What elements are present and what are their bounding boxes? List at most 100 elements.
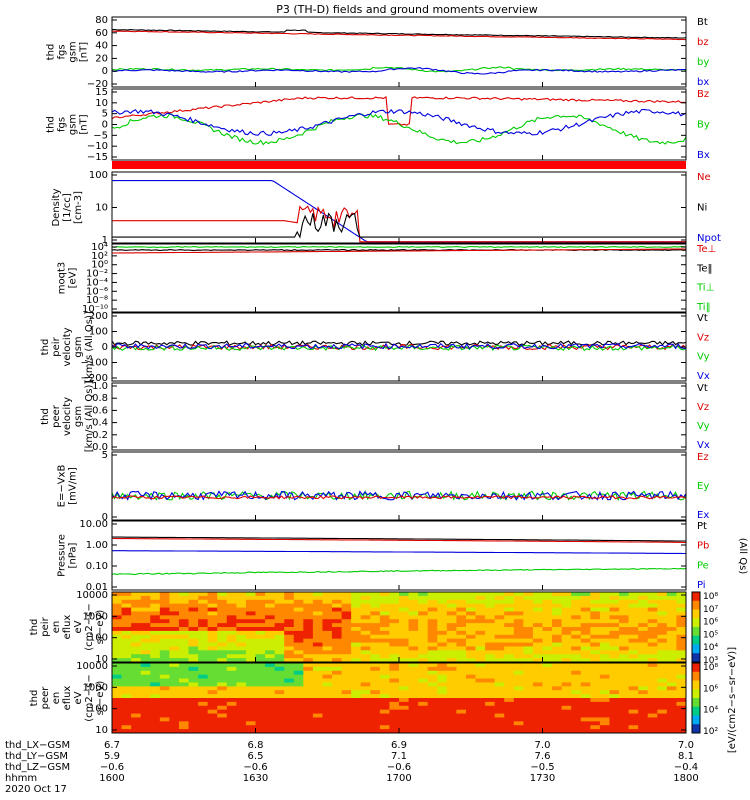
spec-cell xyxy=(236,599,247,605)
spec-cell xyxy=(159,709,170,715)
spec-cell xyxy=(322,603,333,609)
spec-cell xyxy=(245,630,256,636)
spec-cell xyxy=(494,698,505,703)
spec-cell xyxy=(399,725,410,730)
spec-cell xyxy=(341,646,352,651)
spec-cell xyxy=(666,694,677,699)
spec-cell xyxy=(494,678,505,683)
spec-cell xyxy=(178,674,190,680)
spec-cell xyxy=(131,709,142,715)
spec-cell xyxy=(561,690,572,695)
spec-cell xyxy=(609,705,620,711)
spec-cell xyxy=(418,623,429,628)
spec-cell xyxy=(379,721,390,726)
spec-cell xyxy=(112,619,123,624)
spec-cell xyxy=(485,725,496,730)
spec-cell xyxy=(312,725,323,730)
spec-cell xyxy=(121,638,132,644)
spec-cell xyxy=(408,698,419,703)
spec-cell xyxy=(657,682,668,687)
spec-cell xyxy=(552,603,563,609)
spec-cell xyxy=(265,603,276,609)
spec-cell xyxy=(284,603,295,609)
spec-cell xyxy=(226,690,237,695)
spec-cell xyxy=(360,615,371,620)
spec-cell xyxy=(638,705,649,711)
spec-cell xyxy=(112,642,123,647)
spec-cell xyxy=(178,638,190,644)
spec-cell xyxy=(552,623,563,628)
spec-cell xyxy=(198,705,209,711)
spec-cell xyxy=(159,650,170,655)
spec-cell xyxy=(446,729,457,734)
spec-cell xyxy=(638,725,649,730)
spec-cell xyxy=(293,717,304,722)
y-axis-label: thd xyxy=(29,690,40,707)
spec-cell xyxy=(360,650,371,655)
spec-cell xyxy=(198,698,209,703)
spec-cell xyxy=(389,713,400,718)
spec-cell xyxy=(303,701,314,707)
spec-cell xyxy=(207,678,218,683)
spec-cell xyxy=(274,638,285,644)
spec-cell xyxy=(552,627,563,632)
spec-cell xyxy=(140,663,151,668)
spec-cell xyxy=(236,729,247,734)
spec-cell xyxy=(312,717,323,722)
y-axis-label: Pressure xyxy=(57,534,68,577)
spec-cell xyxy=(188,603,199,609)
spec-cell xyxy=(513,705,524,711)
spec-cell xyxy=(236,658,247,663)
spec-cell xyxy=(504,630,515,636)
spec-cell xyxy=(437,690,448,695)
spec-cell xyxy=(351,674,362,680)
y-axis-label: thd xyxy=(46,44,57,61)
spec-cell xyxy=(427,709,438,715)
spec-cell xyxy=(427,646,438,651)
status-bar xyxy=(112,161,686,169)
spec-cell xyxy=(150,623,161,628)
spec-cell xyxy=(322,650,333,655)
spec-cell xyxy=(513,713,524,718)
spec-cell xyxy=(312,615,323,620)
spec-cell xyxy=(408,713,419,718)
spec-cell xyxy=(542,623,553,628)
spec-cell xyxy=(399,615,410,620)
spec-cell xyxy=(255,682,266,687)
legend-Vy: Vy xyxy=(697,421,710,432)
spec-cell xyxy=(360,678,371,683)
spec-cell xyxy=(465,721,477,726)
spec-cell xyxy=(542,646,553,651)
spec-cell xyxy=(619,678,630,683)
spec-cell xyxy=(332,701,343,707)
spec-cell xyxy=(571,694,582,699)
spec-cell xyxy=(255,663,266,668)
spec-cell xyxy=(552,678,563,683)
spec-cell xyxy=(532,642,543,647)
spec-cell xyxy=(312,701,323,707)
y-axis-label: (cm2−s− xyxy=(84,674,95,721)
spec-cell xyxy=(274,592,285,597)
spec-cell xyxy=(571,619,582,624)
spec-cell xyxy=(198,603,209,609)
spec-cell xyxy=(226,607,237,612)
y-tick-label: 0 xyxy=(102,342,108,353)
spec-cell xyxy=(198,638,209,644)
y-axis-label: peir xyxy=(51,336,62,356)
spec-cell xyxy=(332,713,343,718)
spec-cell xyxy=(140,623,151,628)
spec-cell xyxy=(666,713,677,718)
spec-cell xyxy=(580,694,591,699)
spec-cell xyxy=(418,654,429,659)
spec-cell xyxy=(140,634,151,640)
spec-cell xyxy=(150,694,161,699)
spec-cell xyxy=(188,634,199,640)
spec-cell xyxy=(561,713,572,718)
spec-cell xyxy=(571,599,582,605)
spec-cell xyxy=(351,698,362,703)
spec-cell xyxy=(207,670,218,676)
spec-cell xyxy=(571,650,582,655)
spec-cell xyxy=(341,619,352,624)
spec-cell xyxy=(140,690,151,695)
spec-cell xyxy=(274,729,285,734)
